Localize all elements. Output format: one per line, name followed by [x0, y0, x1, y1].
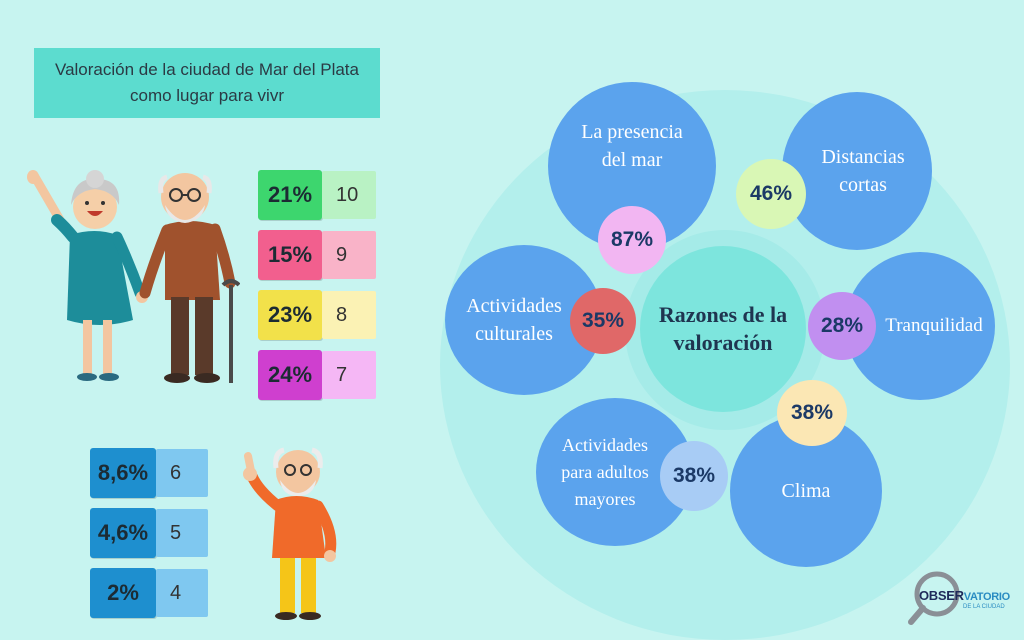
score-row-9: 15% 9 [258, 230, 376, 280]
badge-clima: 38% [777, 380, 847, 446]
reason-label: Actividades culturales [466, 295, 562, 345]
reason-distancias-cortas: Distancias cortas [782, 92, 932, 250]
badge-actividades-culturales: 35% [570, 288, 636, 354]
reasons-center: Razones de la valoración [640, 246, 806, 412]
score-row-4: 2% 4 [90, 568, 208, 618]
reason-label: Clima [781, 480, 831, 502]
score-pct: 21% [258, 170, 322, 220]
badge-presencia-del-mar: 87% [598, 206, 666, 274]
badge-tranquilidad: 28% [808, 292, 876, 360]
magnifier-icon [908, 571, 960, 625]
score-row-7: 24% 7 [258, 350, 376, 400]
badge-distancias-cortas: 46% [736, 159, 806, 229]
logo-subtitle: DE LA CIUDAD [963, 604, 1005, 610]
badge-actividades-adultos-mayores: 38% [660, 441, 728, 511]
score-value: 8 [322, 291, 376, 339]
observatorio-logo: OBSERVATORIO DE LA CIUDAD [905, 568, 1017, 628]
score-row-8: 23% 8 [258, 290, 376, 340]
elderly-man-illustration [243, 447, 337, 620]
score-pct: 24% [258, 350, 322, 400]
score-pct: 23% [258, 290, 322, 340]
score-pct: 8,6% [90, 448, 156, 498]
score-value: 9 [322, 231, 376, 279]
logo-text-right: VATORIO [963, 591, 1010, 603]
score-pct: 15% [258, 230, 322, 280]
logo-text-left: OBSER [919, 588, 964, 603]
reason-label: Distancias cortas [821, 146, 905, 196]
score-row-5: 4,6% 5 [90, 508, 208, 558]
reason-label: Tranquilidad [885, 315, 983, 336]
score-value: 7 [322, 351, 376, 399]
score-pct: 2% [90, 568, 156, 618]
reason-label: La presencia del mar [581, 121, 683, 171]
infographic-title: Valoración de la ciudad de Mar del Plata… [55, 60, 359, 105]
reason-label: Actividades para adultos mayores [561, 434, 649, 509]
score-value: 4 [156, 569, 208, 617]
score-row-6: 8,6% 6 [90, 448, 208, 498]
elderly-couple-illustration [27, 170, 240, 383]
title-box: Valoración de la ciudad de Mar del Plata… [34, 48, 380, 118]
score-value: 5 [156, 509, 208, 557]
score-pct: 4,6% [90, 508, 156, 558]
score-row-10: 21% 10 [258, 170, 376, 220]
reasons-center-label: Razones de la valoración [658, 302, 788, 355]
score-value: 10 [322, 171, 376, 219]
score-value: 6 [156, 449, 208, 497]
